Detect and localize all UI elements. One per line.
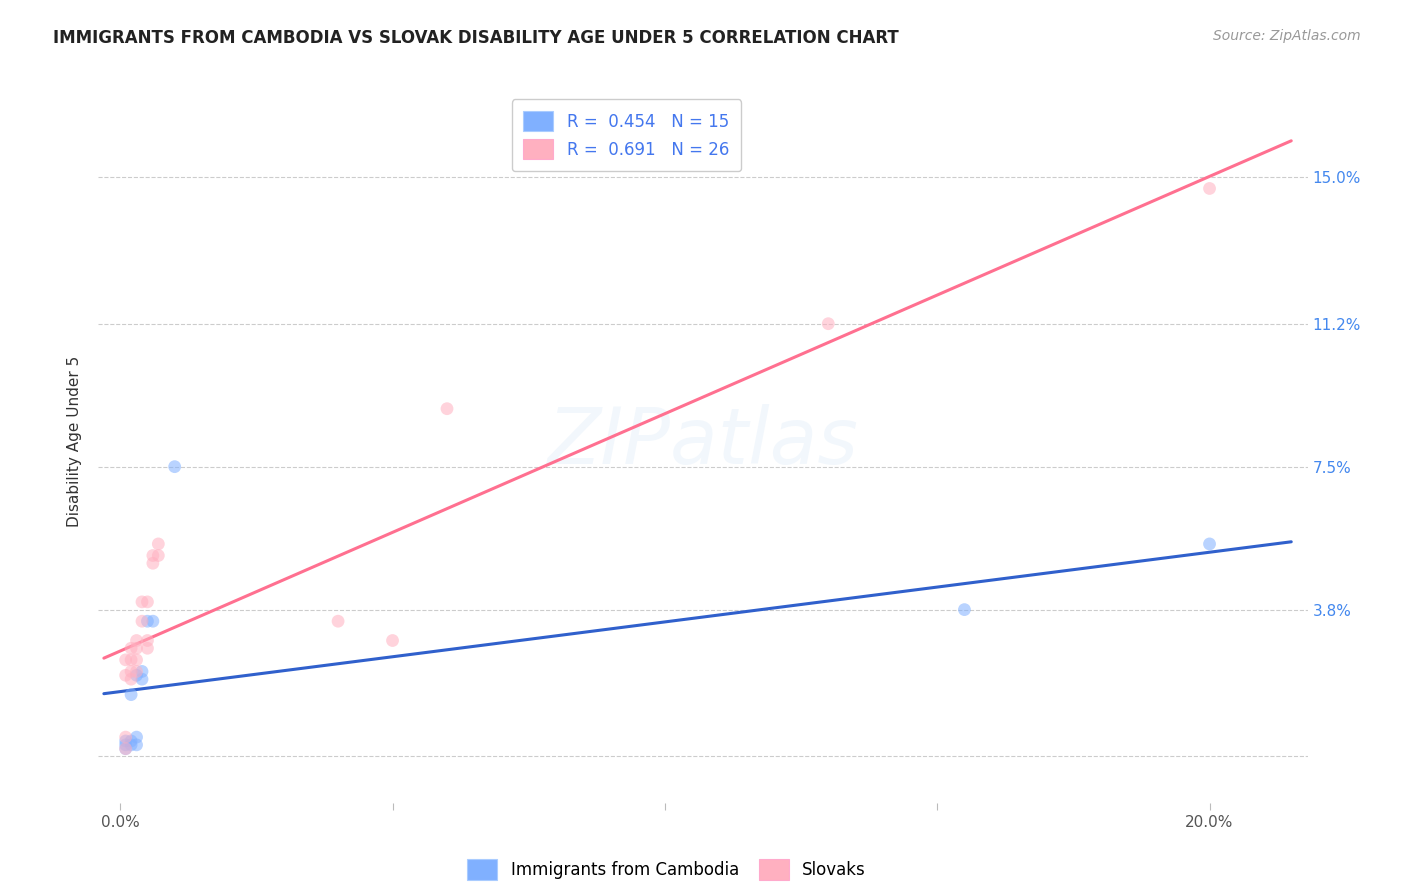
Point: [326, 614, 349, 628]
Point: [136, 633, 159, 648]
Point: [114, 734, 136, 748]
Point: [120, 738, 142, 752]
Point: [125, 633, 148, 648]
Point: [142, 549, 165, 563]
Point: [136, 641, 159, 656]
Point: [120, 688, 142, 702]
Point: [131, 595, 153, 609]
Point: [817, 317, 839, 331]
Point: [114, 741, 136, 756]
Point: [120, 665, 142, 679]
Point: [125, 668, 148, 682]
Text: IMMIGRANTS FROM CAMBODIA VS SLOVAK DISABILITY AGE UNDER 5 CORRELATION CHART: IMMIGRANTS FROM CAMBODIA VS SLOVAK DISAB…: [53, 29, 900, 46]
Point: [136, 614, 159, 628]
Y-axis label: Disability Age Under 5: Disability Age Under 5: [67, 356, 83, 527]
Point: [125, 738, 148, 752]
Point: [120, 641, 142, 656]
Point: [1198, 181, 1220, 195]
Point: [114, 741, 136, 756]
Point: [114, 668, 136, 682]
Text: Source: ZipAtlas.com: Source: ZipAtlas.com: [1213, 29, 1361, 43]
Point: [953, 602, 976, 616]
Point: [1198, 537, 1220, 551]
Point: [131, 614, 153, 628]
Point: [381, 633, 404, 648]
Point: [125, 665, 148, 679]
Point: [114, 653, 136, 667]
Point: [125, 730, 148, 744]
Point: [131, 672, 153, 686]
Point: [136, 595, 159, 609]
Point: [120, 672, 142, 686]
Legend: Immigrants from Cambodia, Slovaks: Immigrants from Cambodia, Slovaks: [458, 851, 875, 888]
Point: [114, 730, 136, 744]
Text: ZIPatlas: ZIPatlas: [547, 403, 859, 480]
Point: [114, 738, 136, 752]
Point: [142, 556, 165, 570]
Point: [436, 401, 458, 416]
Point: [148, 537, 170, 551]
Point: [120, 653, 142, 667]
Point: [120, 734, 142, 748]
Point: [148, 549, 170, 563]
Point: [131, 665, 153, 679]
Point: [125, 641, 148, 656]
Point: [125, 653, 148, 667]
Point: [142, 614, 165, 628]
Point: [163, 459, 186, 474]
